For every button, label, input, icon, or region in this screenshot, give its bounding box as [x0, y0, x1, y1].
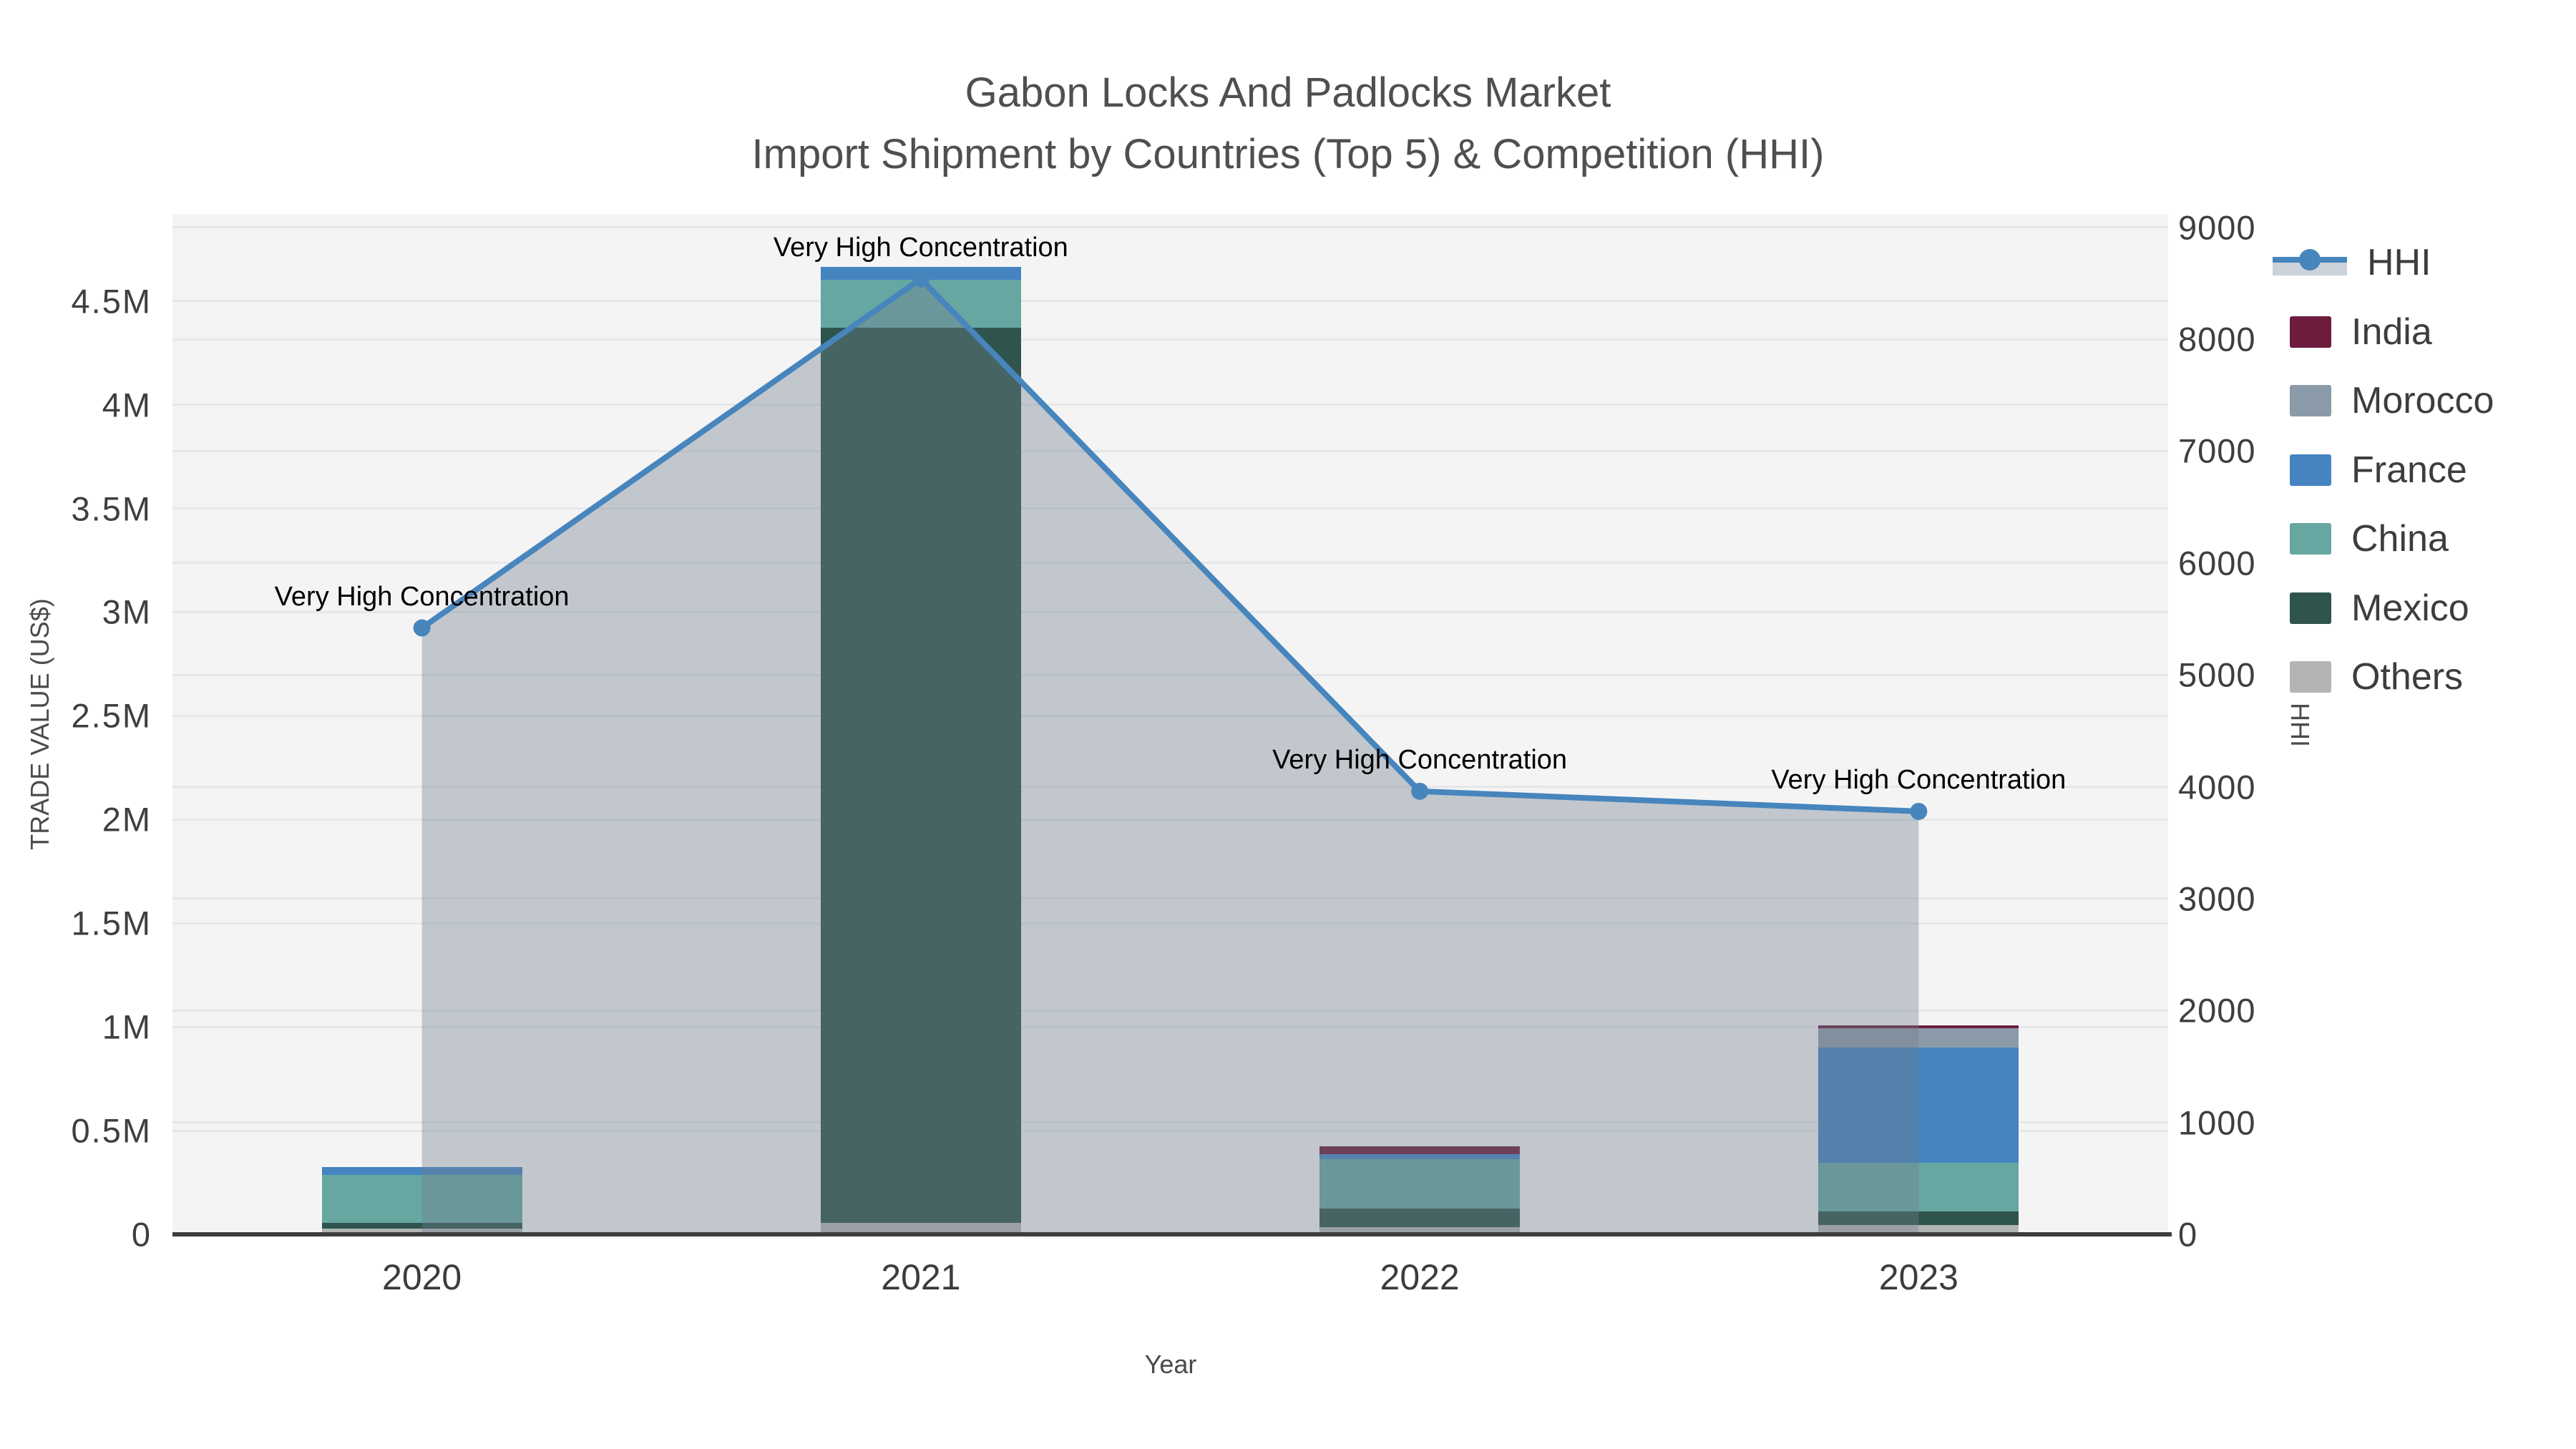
- bar-segment-others-2021[interactable]: [820, 1223, 1021, 1234]
- x-axis-line: [172, 1232, 2172, 1236]
- bar-segment-france-2021[interactable]: [820, 266, 1021, 280]
- y-left-tick-label: 1M: [102, 1008, 152, 1046]
- bar-segment-mexico-2023[interactable]: [1818, 1211, 2019, 1225]
- x-tick-label-2023: 2023: [1878, 1257, 1958, 1297]
- annotation-2022: Very High Concentration: [1272, 744, 1568, 775]
- bar-segment-morocco-2023[interactable]: [1818, 1028, 2019, 1048]
- gridline: [172, 1009, 2168, 1012]
- bar-segment-india-2022[interactable]: [1319, 1146, 1521, 1155]
- gridline: [172, 673, 2168, 676]
- legend-item-india[interactable]: India: [2273, 311, 2432, 353]
- hhi-area-fill: [421, 278, 1919, 1234]
- gridline: [172, 1129, 2168, 1132]
- legend-swatch-icon: [2290, 661, 2331, 693]
- bar-segment-mexico-2021[interactable]: [820, 327, 1021, 1224]
- y-left-tick-label: 1.5M: [71, 904, 152, 942]
- gridline: [172, 338, 2168, 341]
- y-left-tick-label: 2M: [102, 800, 152, 839]
- legend-item-others[interactable]: Others: [2273, 655, 2463, 698]
- gridline: [172, 507, 2168, 510]
- x-axis-title: Year: [1144, 1350, 1197, 1379]
- y-right-tick-label: 0: [2178, 1215, 2198, 1254]
- gridline: [172, 1121, 2168, 1124]
- gridline: [172, 714, 2168, 717]
- gridline: [172, 562, 2168, 565]
- legend-item-hhi[interactable]: HHI: [2273, 241, 2431, 284]
- chart-title-line1: Gabon Locks And Padlocks Market: [965, 69, 1611, 116]
- y-left-tick-label: 3M: [102, 592, 152, 631]
- hhi-marker-2023[interactable]: [1910, 802, 1928, 820]
- bar-segment-others-2022[interactable]: [1319, 1227, 1521, 1234]
- bar-segment-china-2023[interactable]: [1818, 1163, 2019, 1212]
- annotation-2023: Very High Concentration: [1771, 764, 2067, 795]
- y-left-tick-label: 0: [131, 1215, 152, 1254]
- y-left-tick-label: 2.5M: [71, 696, 152, 735]
- y-right-tick-label: 9000: [2178, 208, 2256, 247]
- y-right-tick-label: 6000: [2178, 544, 2256, 582]
- y-axis-right-title: HHI: [2285, 703, 2315, 747]
- bar-segment-china-2022[interactable]: [1319, 1159, 1521, 1209]
- gridline: [172, 818, 2168, 821]
- y-right-tick-label: 7000: [2178, 431, 2256, 470]
- x-tick-label-2022: 2022: [1380, 1257, 1460, 1297]
- y-left-tick-label: 4M: [102, 386, 152, 424]
- gridline: [172, 449, 2168, 452]
- y-right-tick-label: 5000: [2178, 655, 2256, 694]
- legend-item-morocco[interactable]: Morocco: [2273, 379, 2494, 422]
- bar-segment-france-2023[interactable]: [1818, 1048, 2019, 1163]
- y-right-tick-label: 8000: [2178, 320, 2256, 358]
- gridline: [172, 897, 2168, 900]
- legend-swatch-icon: [2290, 385, 2331, 416]
- bar-segment-mexico-2020[interactable]: [321, 1223, 522, 1229]
- gridline: [172, 300, 2168, 303]
- gridline: [172, 404, 2168, 406]
- chart-title-line2: Import Shipment by Countries (Top 5) & C…: [751, 131, 1825, 177]
- x-tick-label-2021: 2021: [881, 1257, 961, 1297]
- legend-label: China: [2351, 518, 2449, 560]
- bar-segment-france-2022[interactable]: [1319, 1154, 1521, 1160]
- y-left-tick-label: 3.5M: [71, 489, 152, 528]
- annotation-2020: Very High Concentration: [274, 581, 570, 612]
- y-axis-left-title: TRADE VALUE (US$): [25, 598, 54, 850]
- legend-label: Morocco: [2351, 380, 2494, 421]
- bar-segment-others-2020[interactable]: [321, 1229, 522, 1234]
- legend-label: HHI: [2367, 242, 2431, 283]
- y-right-tick-label: 3000: [2178, 879, 2256, 918]
- bar-segment-india-2023[interactable]: [1818, 1025, 2019, 1029]
- legend-swatch-icon: [2290, 523, 2331, 555]
- legend-label: India: [2351, 311, 2432, 353]
- y-left-tick-label: 0.5M: [71, 1111, 152, 1150]
- plot-area: Very High Concentration Very High Concent…: [172, 214, 2168, 1234]
- y-right-tick-label: 1000: [2178, 1103, 2256, 1142]
- gridline: [172, 226, 2168, 229]
- legend-label: Others: [2351, 656, 2464, 698]
- bar-segment-china-2020[interactable]: [321, 1175, 522, 1224]
- legend-swatch-icon: [2290, 316, 2331, 348]
- legend-item-france[interactable]: France: [2273, 449, 2467, 492]
- hhi-line-swatch-icon: [2273, 248, 2347, 277]
- hhi-marker-2020[interactable]: [413, 619, 431, 637]
- hhi-line: [420, 275, 1919, 814]
- gridline: [172, 922, 2168, 924]
- y-right-tick-label: 4000: [2178, 768, 2256, 806]
- annotation-2021: Very High Concentration: [773, 232, 1068, 263]
- legend-item-mexico[interactable]: Mexico: [2273, 587, 2469, 630]
- legend-label: France: [2351, 449, 2467, 491]
- bar-segment-china-2021[interactable]: [820, 279, 1021, 328]
- gridline: [172, 1025, 2168, 1028]
- y-right-tick-label: 2000: [2178, 991, 2256, 1030]
- y-left-tick-label: 4.5M: [71, 282, 152, 321]
- legend-swatch-icon: [2290, 454, 2331, 486]
- bar-segment-others-2023[interactable]: [1818, 1224, 2019, 1234]
- legend-item-china[interactable]: China: [2273, 517, 2449, 560]
- x-tick-label-2020: 2020: [382, 1257, 462, 1297]
- legend-swatch-icon: [2290, 592, 2331, 624]
- legend-label: Mexico: [2351, 587, 2469, 629]
- bar-segment-france-2020[interactable]: [321, 1166, 522, 1176]
- bar-segment-mexico-2022[interactable]: [1319, 1209, 1521, 1228]
